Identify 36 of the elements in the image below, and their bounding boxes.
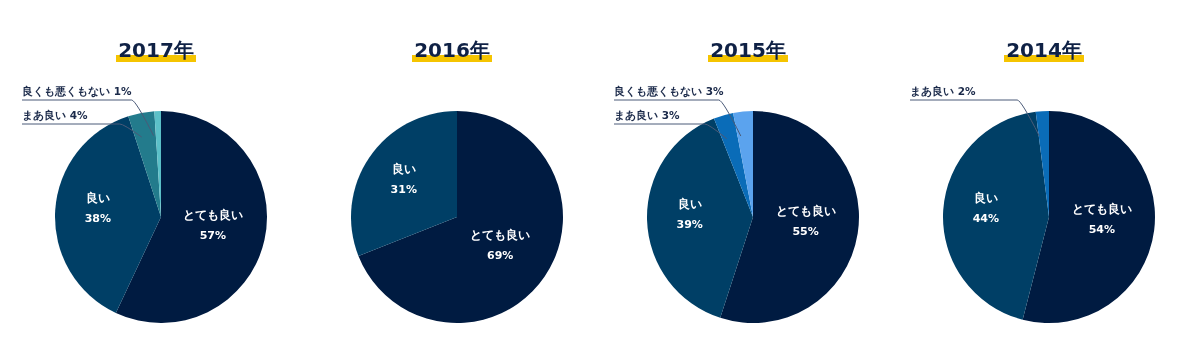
data-label: 1% (113, 85, 132, 97)
data-label: 3% (661, 109, 680, 121)
slice-label: とても良い (775, 204, 836, 219)
slice-label: まあ良い (614, 109, 658, 121)
data-label: 31% (390, 183, 417, 197)
data-label: 2% (957, 85, 976, 97)
pie-slice (720, 111, 859, 323)
pie-slice (713, 112, 753, 217)
slice-label: まあ良い (910, 85, 954, 97)
slice-label: とても良い (182, 207, 243, 222)
data-label: 38% (84, 212, 111, 226)
pie-slice (115, 111, 267, 323)
pie-slice (351, 111, 457, 257)
pie-slice (1022, 111, 1155, 323)
slice-label: 良い (677, 196, 702, 211)
slice-label: とても良い (470, 227, 531, 242)
data-label: 54% (1088, 223, 1116, 237)
data-label: 3% (705, 85, 724, 97)
slice-label: 良い (973, 191, 998, 206)
data-label: 4% (69, 109, 88, 121)
data-label: 55% (792, 225, 819, 239)
slice-label: まあ良い (22, 109, 66, 121)
pie-slice (943, 111, 1049, 320)
pie-slice (733, 111, 753, 217)
pie-slice (647, 118, 753, 318)
data-label: 57% (199, 228, 227, 242)
slice-label: とても良い (1071, 202, 1132, 217)
slice-label: 良い (85, 191, 110, 206)
data-label: 44% (972, 212, 999, 226)
pie-slice (358, 111, 563, 323)
slice-label: 良い (391, 162, 416, 177)
data-label: 39% (676, 217, 703, 231)
data-label: 69% (487, 248, 514, 262)
slice-label: 良くも悪くもない (22, 85, 110, 97)
pie-slice (128, 111, 161, 217)
slice-label: 良くも悪くもない (614, 85, 702, 97)
